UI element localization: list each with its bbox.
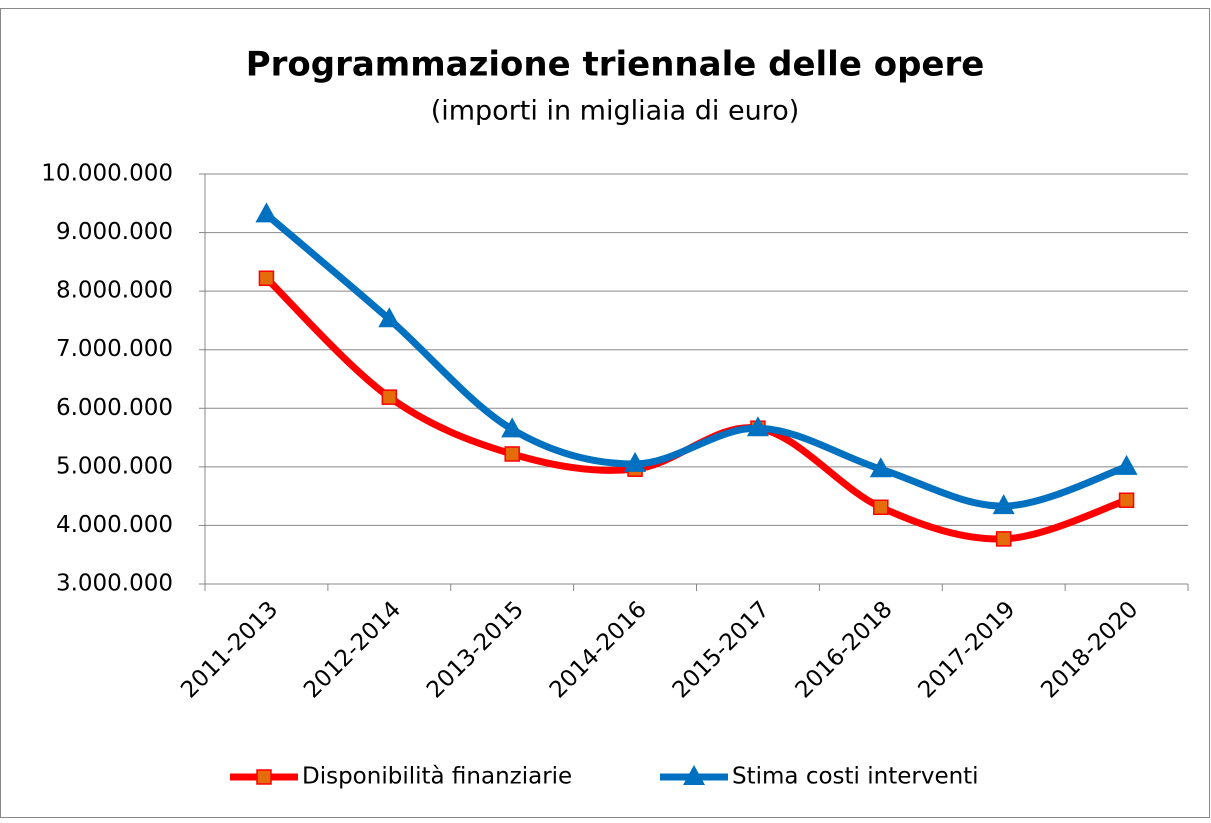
y-tick-label: 4.000.000 — [56, 512, 173, 538]
y-tick-label: 10.000.000 — [41, 161, 173, 187]
marker — [995, 531, 1012, 547]
chart-subtitle: (importi in migliaia di euro) — [431, 96, 800, 127]
y-tick-label: 9.000.000 — [56, 219, 173, 245]
marker — [258, 270, 275, 287]
marker — [381, 389, 398, 405]
marker — [255, 202, 278, 223]
legend-marker — [683, 765, 705, 785]
marker — [504, 446, 520, 462]
y-tick-label: 5.000.000 — [56, 453, 173, 479]
legend-marker — [256, 769, 272, 785]
y-tick-label: 3.000.000 — [56, 571, 173, 597]
legend-label: Disponibilità finanziarie — [302, 764, 572, 790]
y-tick-label: 7.000.000 — [56, 336, 173, 362]
marker — [378, 307, 401, 328]
marker — [501, 417, 524, 438]
chart-border — [0, 8, 1210, 818]
marker — [992, 494, 1015, 515]
marker — [624, 451, 647, 472]
y-tick-label: 6.000.000 — [56, 395, 173, 421]
marker — [746, 416, 769, 437]
marker — [1115, 454, 1138, 475]
marker — [869, 457, 892, 478]
legend-label: Stima costi interventi — [732, 764, 979, 790]
chart-title: Programmazione triennale delle opere — [246, 45, 985, 85]
marker — [873, 499, 889, 516]
y-tick-label: 8.000.000 — [56, 278, 173, 304]
marker — [1118, 492, 1135, 508]
